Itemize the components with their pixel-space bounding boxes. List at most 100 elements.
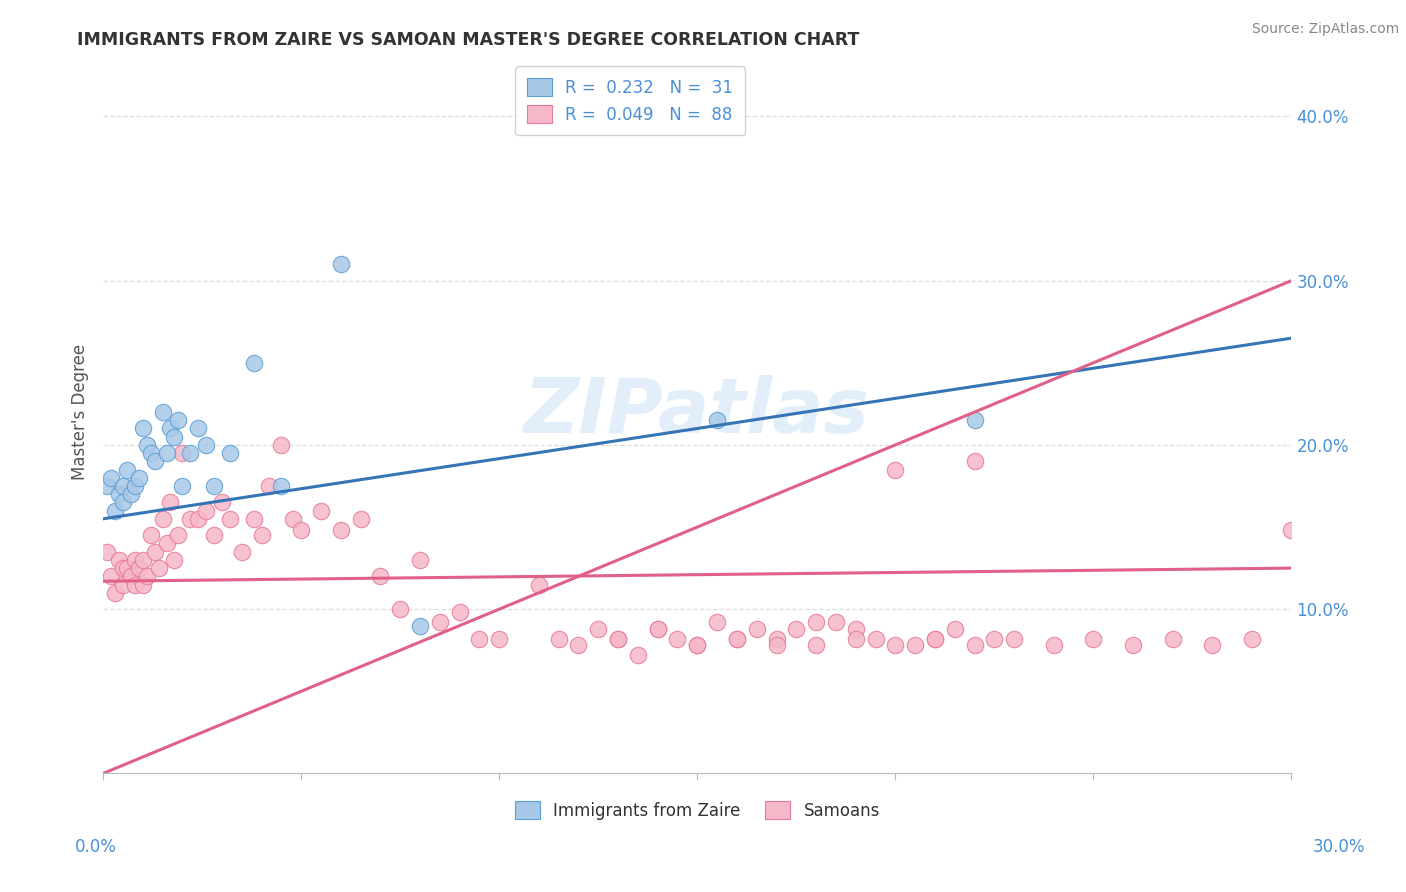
Point [429, 615, 451, 630]
Point [143, 454, 166, 468]
Point [152, 405, 174, 419]
Point [111, 577, 134, 591]
Point [108, 553, 131, 567]
Point [409, 618, 432, 632]
Text: IMMIGRANTS FROM ZAIRE VS SAMOAN MASTER'S DEGREE CORRELATION CHART: IMMIGRANTS FROM ZAIRE VS SAMOAN MASTER'S… [77, 31, 859, 49]
Point [449, 606, 471, 620]
Point [647, 622, 669, 636]
Point [706, 615, 728, 630]
Point [120, 487, 142, 501]
Point [647, 622, 669, 636]
Point [231, 544, 253, 558]
Point [686, 638, 709, 652]
Point [686, 638, 709, 652]
Point [242, 512, 264, 526]
Point [211, 495, 233, 509]
Point [983, 632, 1005, 646]
Point [283, 512, 305, 526]
Point [567, 638, 589, 652]
Point [270, 438, 292, 452]
Point [1161, 632, 1184, 646]
Y-axis label: Master's Degree: Master's Degree [72, 344, 89, 480]
Point [148, 561, 170, 575]
Point [135, 569, 157, 583]
Point [187, 512, 209, 526]
Point [963, 454, 986, 468]
Point [1122, 638, 1144, 652]
Point [202, 528, 225, 542]
Point [884, 638, 907, 652]
Point [270, 479, 292, 493]
Point [172, 479, 194, 493]
Point [259, 479, 281, 493]
Point [845, 622, 868, 636]
Point [120, 569, 142, 583]
Point [242, 356, 264, 370]
Text: ZIPatlas: ZIPatlas [524, 375, 870, 449]
Point [1240, 632, 1263, 646]
Point [547, 632, 569, 646]
Point [172, 446, 194, 460]
Point [100, 471, 122, 485]
Point [96, 544, 118, 558]
Point [924, 632, 946, 646]
Point [159, 495, 181, 509]
Point [132, 553, 155, 567]
Point [104, 586, 127, 600]
Point [865, 632, 887, 646]
Point [100, 569, 122, 583]
Text: 30.0%: 30.0% [1312, 838, 1365, 856]
Point [607, 632, 630, 646]
Point [143, 544, 166, 558]
Point [468, 632, 491, 646]
Point [804, 638, 827, 652]
Point [607, 632, 630, 646]
Point [1281, 524, 1303, 538]
Point [111, 561, 134, 575]
Point [179, 446, 201, 460]
Point [187, 421, 209, 435]
Point [904, 638, 927, 652]
Point [963, 413, 986, 427]
Point [108, 487, 131, 501]
Point [202, 479, 225, 493]
Point [128, 471, 150, 485]
Point [219, 446, 242, 460]
Point [884, 462, 907, 476]
Point [167, 413, 190, 427]
Point [488, 632, 510, 646]
Point [219, 512, 242, 526]
Point [155, 536, 177, 550]
Point [924, 632, 946, 646]
Point [163, 553, 186, 567]
Point [1201, 638, 1223, 652]
Point [128, 561, 150, 575]
Point [152, 512, 174, 526]
Point [825, 615, 848, 630]
Point [155, 446, 177, 460]
Point [409, 553, 432, 567]
Point [329, 524, 352, 538]
Point [309, 503, 332, 517]
Point [104, 503, 127, 517]
Point [163, 430, 186, 444]
Point [132, 577, 155, 591]
Point [135, 438, 157, 452]
Point [290, 524, 312, 538]
Point [124, 479, 146, 493]
Point [349, 512, 371, 526]
Point [627, 648, 650, 662]
Point [250, 528, 273, 542]
Point [195, 438, 218, 452]
Point [1083, 632, 1105, 646]
Point [963, 638, 986, 652]
Point [706, 413, 728, 427]
Point [389, 602, 412, 616]
Point [111, 495, 134, 509]
Point [132, 421, 155, 435]
Point [111, 479, 134, 493]
Point [124, 577, 146, 591]
Point [179, 512, 201, 526]
Point [666, 632, 689, 646]
Point [845, 632, 868, 646]
